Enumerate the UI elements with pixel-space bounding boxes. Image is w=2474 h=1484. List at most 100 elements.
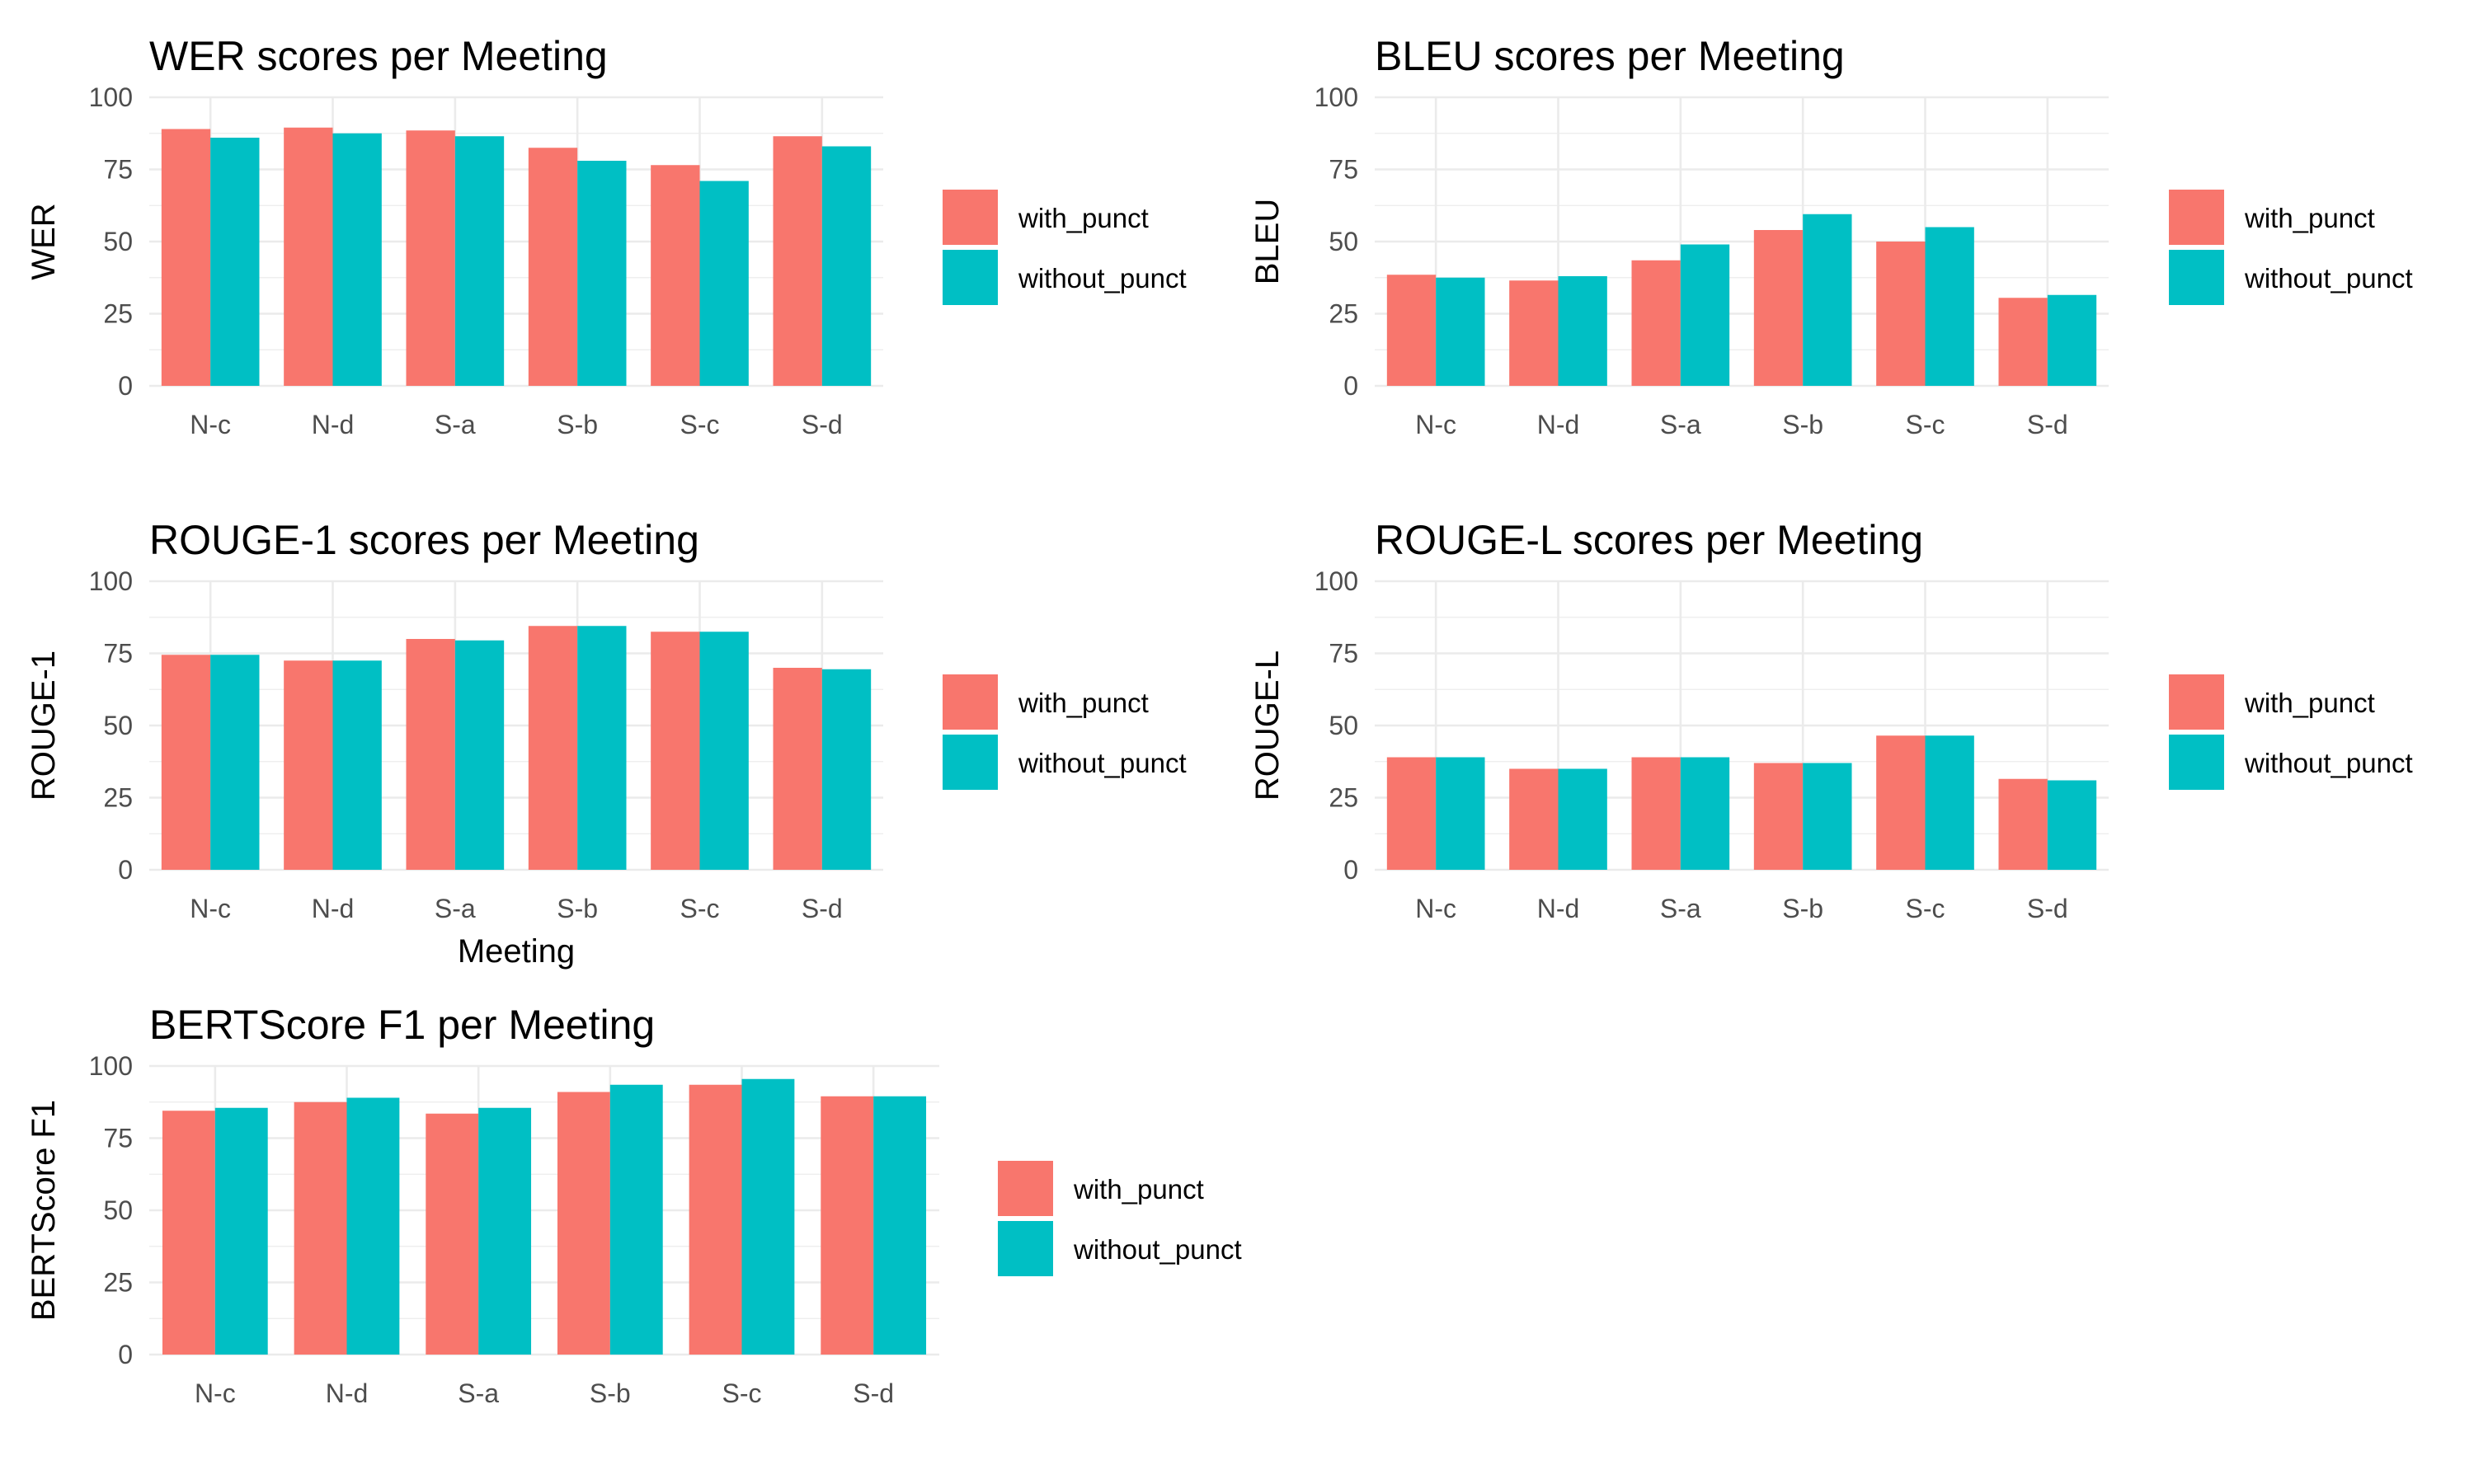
y-tick-label: 100 [1315, 82, 1358, 112]
x-tick-label: S-a [435, 410, 476, 439]
bar-without_punct-N-c [1436, 757, 1485, 870]
y-tick-label: 0 [1343, 855, 1358, 885]
bar-with_punct-S-c [651, 632, 700, 870]
x-tick-label: S-d [802, 894, 843, 923]
bar-without_punct-S-d [2047, 294, 2097, 386]
legend: with_punct without_punct [2169, 674, 2413, 790]
y-tick-label: 25 [103, 1268, 133, 1298]
x-tick-label: S-d [802, 410, 843, 439]
bar-with_punct-S-b [528, 148, 578, 386]
bar-without_punct-N-d [346, 1097, 400, 1355]
y-tick-label: 75 [103, 1124, 133, 1153]
y-axis-title: BERTScore F1 [26, 1100, 62, 1321]
y-tick-label: 0 [118, 1340, 133, 1369]
y-tick-label: 0 [118, 855, 133, 885]
x-tick-label: S-c [1906, 410, 1945, 439]
bar-with_punct-N-d [1509, 768, 1559, 870]
y-tick-label: 25 [1329, 299, 1358, 329]
bar-without_punct-N-d [1558, 276, 1607, 386]
bar-with_punct-S-d [773, 136, 822, 386]
bar-with_punct-S-b [528, 626, 578, 870]
bar-without_punct-S-d [821, 669, 872, 870]
bar-without_punct-S-a [454, 136, 505, 386]
x-tick-label: S-b [1782, 410, 1823, 439]
legend: with_punct without_punct [998, 1161, 1242, 1276]
bar-without_punct-S-b [609, 1084, 663, 1355]
bar-without_punct-S-b [1803, 763, 1852, 870]
bar-with_punct-S-a [426, 1113, 479, 1355]
bar-without_punct-N-c [210, 655, 260, 870]
bar-with_punct-N-c [1386, 275, 1437, 386]
legend-key-without_punct [943, 735, 998, 790]
x-tick-label: S-a [458, 1378, 499, 1408]
legend-label: without_punct [2244, 748, 2413, 778]
bar-with_punct-S-c [1876, 242, 1926, 386]
panel-1: 0 25 50 75 100 N-c N-d S-a S-b S-c S-d WER scores p… [26, 33, 1187, 439]
y-tick-label: 75 [103, 639, 133, 669]
bar-with_punct-S-d [821, 1096, 874, 1355]
y-tick-label: 75 [1329, 639, 1358, 669]
y-tick-label: 50 [103, 711, 133, 740]
x-tick-label: S-d [2027, 410, 2068, 439]
bar-with_punct-S-b [1753, 763, 1804, 870]
legend-label: without_punct [1018, 263, 1187, 294]
y-tick-label: 50 [1329, 711, 1358, 740]
panel-5: 0 25 50 75 100 N-c N-d S-a S-b S-c S-d BERTScore F1… [26, 1002, 1242, 1408]
legend: with_punct without_punct [2169, 190, 2413, 305]
legend-key-with_punct [943, 674, 998, 730]
legend-label: with_punct [1018, 203, 1149, 233]
bar-with_punct-N-c [161, 129, 211, 386]
panel-title: WER scores per Meeting [149, 33, 608, 79]
x-tick-label: S-b [557, 410, 598, 439]
x-tick-label: S-d [853, 1378, 894, 1408]
y-axis-title: BLEU [1249, 199, 1286, 285]
bar-without_punct-N-d [1558, 768, 1607, 870]
bar-without_punct-S-c [699, 632, 749, 870]
y-tick-label: 75 [1329, 155, 1358, 185]
bar-with_punct-S-a [1631, 260, 1681, 386]
legend-label: without_punct [1018, 748, 1187, 778]
legend-key-with_punct [998, 1161, 1053, 1216]
bar-without_punct-N-c [214, 1107, 268, 1355]
bar-with_punct-S-a [1631, 757, 1681, 870]
bar-without_punct-N-d [332, 660, 382, 870]
bar-without_punct-S-a [454, 640, 505, 870]
panel-2: 0 25 50 75 100 N-c N-d S-a S-b S-c S-d BLEU scores … [1249, 33, 2413, 439]
y-tick-label: 100 [89, 566, 133, 596]
y-tick-label: 75 [103, 155, 133, 185]
y-tick-label: 25 [1329, 783, 1358, 813]
x-tick-label: N-c [190, 410, 231, 439]
x-tick-label: N-d [326, 1378, 369, 1408]
x-tick-label: S-a [435, 894, 476, 923]
bar-with_punct-S-a [406, 639, 455, 870]
legend-key-with_punct [2169, 674, 2224, 730]
legend-label: with_punct [1018, 688, 1149, 718]
bar-without_punct-S-c [1925, 227, 1974, 386]
bar-without_punct-N-d [332, 133, 382, 386]
bar-with_punct-S-d [1998, 298, 2048, 386]
x-tick-label: S-c [680, 410, 720, 439]
bar-without_punct-N-c [210, 138, 260, 386]
x-tick-label: N-d [312, 894, 355, 923]
bar-with_punct-S-a [406, 130, 455, 386]
bar-with_punct-S-b [1753, 230, 1804, 386]
bar-with_punct-N-d [284, 660, 333, 870]
y-tick-label: 50 [103, 1195, 133, 1225]
bar-without_punct-S-a [1680, 757, 1730, 870]
x-tick-label: S-c [1906, 894, 1945, 923]
x-tick-label: N-c [195, 1378, 236, 1408]
x-tick-label: N-d [1537, 410, 1580, 439]
panel-4: 0 25 50 75 100 N-c N-d S-a S-b S-c S-d ROUGE-L scor… [1249, 517, 2413, 923]
panel-title: BLEU scores per Meeting [1375, 33, 1845, 79]
bar-with_punct-S-b [557, 1092, 610, 1355]
bar-without_punct-S-c [741, 1078, 795, 1355]
x-tick-label: S-c [722, 1378, 762, 1408]
legend-label: with_punct [2244, 688, 2375, 718]
bar-with_punct-N-c [1386, 757, 1437, 870]
panel-title: ROUGE-1 scores per Meeting [149, 517, 699, 563]
x-tick-label: S-b [1782, 894, 1823, 923]
legend-key-without_punct [2169, 735, 2224, 790]
x-tick-label: S-b [557, 894, 598, 923]
bar-without_punct-S-b [1803, 214, 1852, 386]
